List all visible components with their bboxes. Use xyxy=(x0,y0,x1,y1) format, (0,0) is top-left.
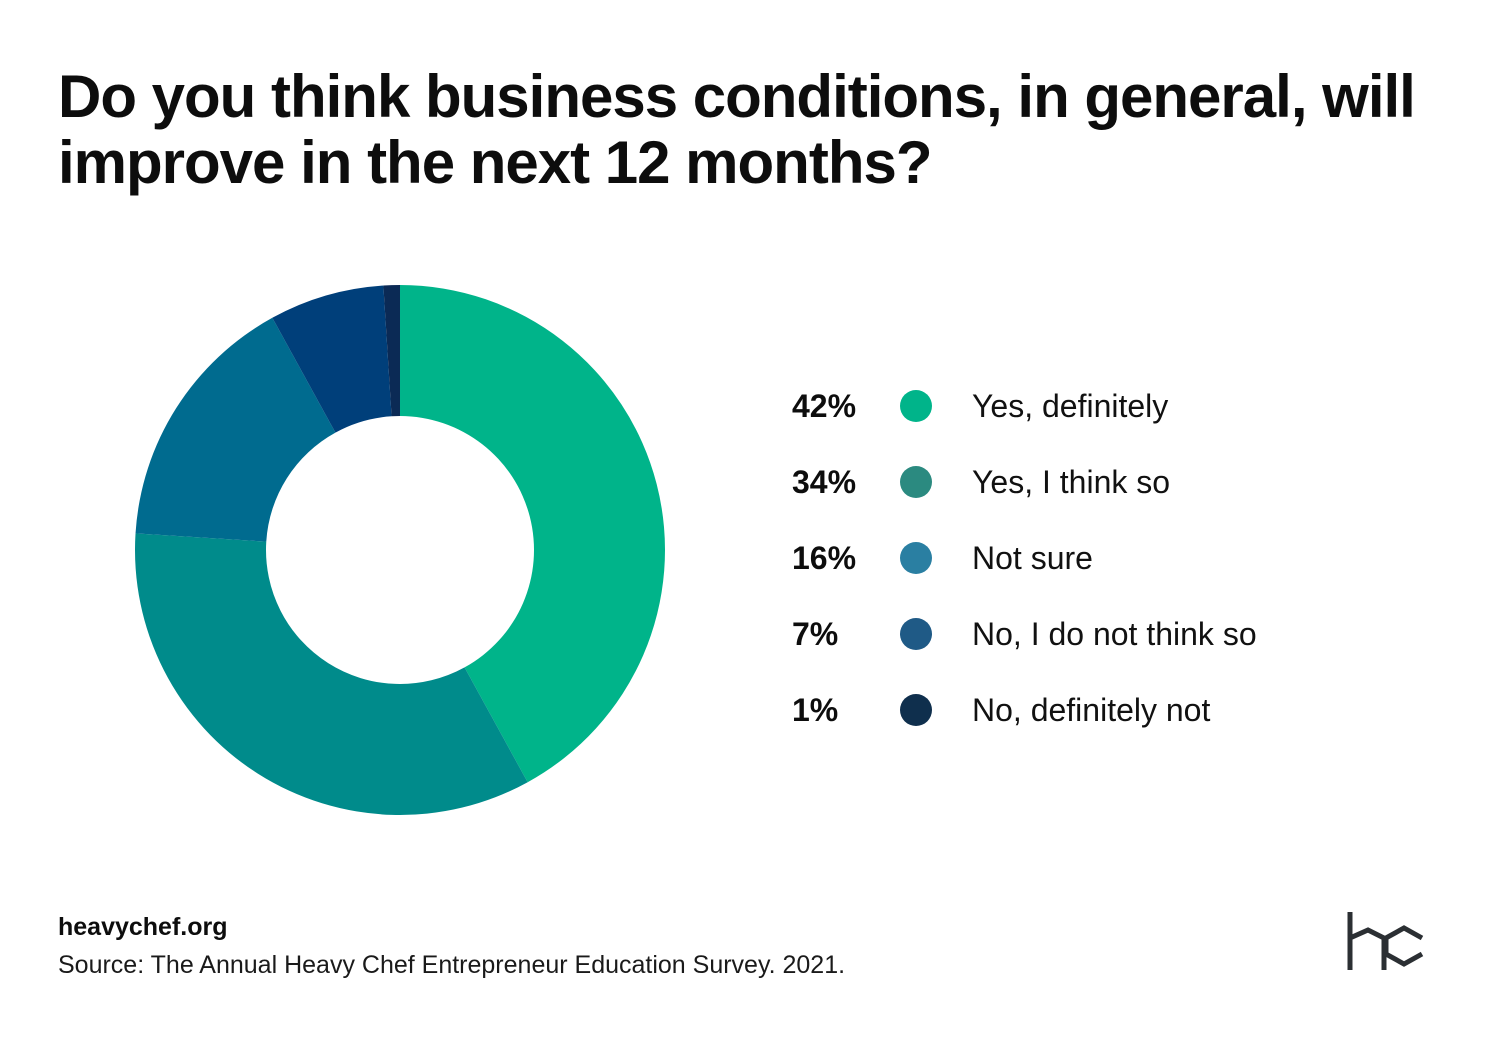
legend-swatch xyxy=(900,390,932,422)
legend-item: 42% Yes, definitely xyxy=(792,376,1452,452)
donut-chart xyxy=(135,285,666,815)
legend-label: Not sure xyxy=(972,540,1093,576)
legend-swatch xyxy=(900,466,932,498)
site-link[interactable]: heavychef.org xyxy=(58,913,228,941)
legend: 42% Yes, definitely 34% Yes, I think so … xyxy=(792,376,1452,756)
legend-percent: 16% xyxy=(792,540,857,576)
legend-label: Yes, I think so xyxy=(972,464,1171,500)
legend-label: No, I do not think so xyxy=(972,616,1257,652)
donut-slice-1 xyxy=(400,285,666,783)
legend-label: No, definitely not xyxy=(972,692,1211,728)
legend-item: 7% No, I do not think so xyxy=(792,604,1452,680)
legend-item: 34% Yes, I think so xyxy=(792,452,1452,528)
legend-swatch xyxy=(900,542,932,574)
legend-percent: 7% xyxy=(792,616,839,652)
source-note: Source: The Annual Heavy Chef Entreprene… xyxy=(58,951,846,979)
chart-title: Do you think business conditions, in gen… xyxy=(58,63,1416,196)
donut-slice-3 xyxy=(135,317,336,542)
donut-slice-4 xyxy=(272,285,392,433)
legend-label: Yes, definitely xyxy=(972,388,1169,424)
legend-item: 16% Not sure xyxy=(792,528,1452,604)
hc-logo-icon xyxy=(1347,912,1424,970)
donut-slices xyxy=(135,285,666,815)
legend-swatch xyxy=(900,618,932,650)
legend-percent: 34% xyxy=(792,464,857,500)
legend-item: 1% No, definitely not xyxy=(792,680,1452,756)
donut-slice-2 xyxy=(135,533,528,815)
legend-swatch xyxy=(900,694,932,726)
legend-percent: 1% xyxy=(792,692,839,728)
donut-slice-5 xyxy=(383,285,400,417)
legend-percent: 42% xyxy=(792,388,857,424)
